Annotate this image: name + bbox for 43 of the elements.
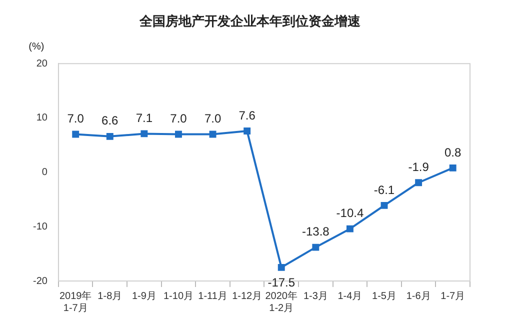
y-tick-label: 20 <box>36 58 48 70</box>
data-label: -13.8 <box>302 224 330 239</box>
x-tick-label: 1-11月 <box>198 290 228 302</box>
x-tick-label: 1-7月 <box>440 290 466 302</box>
point <box>346 225 354 232</box>
x-tick-label: 1-10月 <box>163 290 194 302</box>
data-label: -10.4 <box>336 206 364 220</box>
data-label: 6.6 <box>102 114 119 128</box>
point <box>72 130 80 138</box>
data-label: 7.1 <box>136 111 153 126</box>
point <box>312 244 320 251</box>
x-tick-label: 1-3月 <box>303 290 328 302</box>
point <box>106 132 114 140</box>
data-label: -17.5 <box>268 276 296 290</box>
point <box>140 130 148 138</box>
data-label: 7.0 <box>170 112 188 126</box>
data-label: -1.9 <box>408 160 430 174</box>
x-tick-label: 2020年 1-2月 <box>265 290 298 314</box>
x-tick-label: 1-6月 <box>406 290 431 302</box>
x-tick-label: 1-5月 <box>372 290 396 302</box>
y-axis-title: (%) <box>28 41 44 52</box>
chart-title: 全国房地产开发企业本年到位资金增速 <box>138 13 362 28</box>
x-tick-label: 1-8月 <box>98 290 122 302</box>
point <box>380 202 388 209</box>
data-label: 7.6 <box>238 108 256 122</box>
y-tick-label: -20 <box>33 276 48 287</box>
point <box>175 130 182 138</box>
point <box>244 128 251 134</box>
point <box>278 264 285 271</box>
point <box>209 130 216 138</box>
y-tick-label: -10 <box>33 221 48 232</box>
data-label: 0.8 <box>444 145 462 160</box>
data-label: 7.0 <box>204 112 222 126</box>
data-label: 7.0 <box>67 112 84 126</box>
y-tick-label: 0 <box>42 167 48 178</box>
x-tick-label: 1-9月 <box>132 290 156 302</box>
point <box>449 164 456 172</box>
x-tick-label: 1-12月 <box>232 290 262 302</box>
y-tick-label: 10 <box>36 112 48 124</box>
x-tick-label: 2019年 1-7月 <box>59 290 92 314</box>
x-tick-label: 1-4月 <box>338 290 362 302</box>
data-label: -6.1 <box>374 182 395 197</box>
point <box>415 179 422 186</box>
